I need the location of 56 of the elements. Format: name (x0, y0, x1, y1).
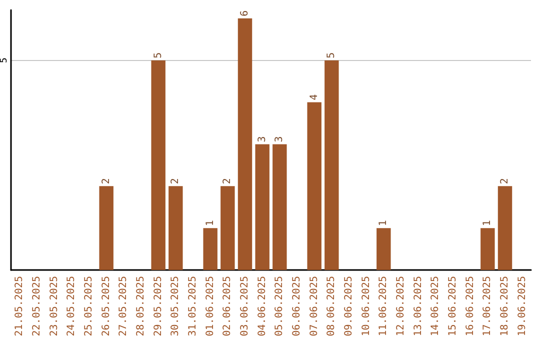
x-tick-label: 30.05.2025 (170, 276, 182, 336)
data-label: 1 (204, 220, 216, 226)
x-tick-label: 26.05.2025 (100, 276, 112, 336)
data-label: 2 (170, 178, 182, 184)
bar (480, 228, 495, 270)
x-tick-label: 23.05.2025 (48, 276, 60, 336)
bar (255, 144, 270, 270)
bar (220, 186, 235, 270)
x-tick-label: 04.06.2025 (256, 276, 268, 336)
data-label: 1 (482, 220, 494, 226)
x-tick-label: 18.06.2025 (500, 276, 510, 336)
data-label: 5 (326, 52, 338, 58)
x-tick-label: 13.06.2025 (412, 276, 424, 336)
data-label: 5 (152, 52, 164, 58)
data-label: 3 (256, 136, 268, 142)
data-label: 2 (500, 178, 510, 184)
data-label: 2 (100, 178, 112, 184)
x-tick-label: 03.06.2025 (240, 276, 250, 336)
x-tick-label: 14.06.2025 (430, 276, 442, 336)
x-tick-label: 09.06.2025 (344, 276, 354, 336)
data-label: 3 (274, 136, 286, 142)
x-tick-label: 08.06.2025 (326, 276, 338, 336)
x-tick-label: 29.05.2025 (152, 276, 164, 336)
x-tick-label: 12.06.2025 (396, 276, 406, 336)
x-tick-label: 31.05.2025 (188, 276, 198, 336)
bar (99, 186, 114, 270)
x-tick-label: 24.05.2025 (66, 276, 78, 336)
x-tick-label: 28.05.2025 (136, 276, 146, 336)
x-tick-label: 06.06.2025 (292, 276, 302, 336)
bar (168, 186, 183, 270)
x-tick-label: 02.06.2025 (222, 276, 234, 336)
bar (324, 60, 339, 270)
x-tick-label: 01.06.2025 (204, 276, 216, 336)
x-tick-label: 11.06.2025 (378, 276, 390, 336)
bar (151, 60, 166, 270)
x-tick-label: 27.05.2025 (118, 276, 130, 336)
data-label: 6 (240, 10, 250, 16)
data-label: 2 (222, 178, 234, 184)
x-tick-label: 21.05.2025 (14, 276, 26, 336)
bar (498, 186, 512, 270)
bar (376, 228, 391, 270)
x-tick-label: 05.06.2025 (274, 276, 286, 336)
bar (238, 18, 252, 270)
x-tick-label: 15.06.2025 (448, 276, 458, 336)
x-tick-label: 22.05.2025 (32, 276, 42, 336)
x-tick-label: 19.06.2025 (516, 276, 528, 336)
x-tick-label: 10.06.2025 (360, 276, 372, 336)
x-tick-label: 07.06.2025 (308, 276, 320, 336)
data-label: 1 (378, 220, 390, 226)
bar (307, 102, 322, 270)
data-label: 4 (308, 94, 320, 100)
bar (272, 144, 287, 270)
x-tick-label: 25.05.2025 (84, 276, 94, 336)
bar (203, 228, 218, 270)
x-tick-label: 16.06.2025 (464, 276, 476, 336)
x-tick-label: 17.06.2025 (482, 276, 494, 336)
